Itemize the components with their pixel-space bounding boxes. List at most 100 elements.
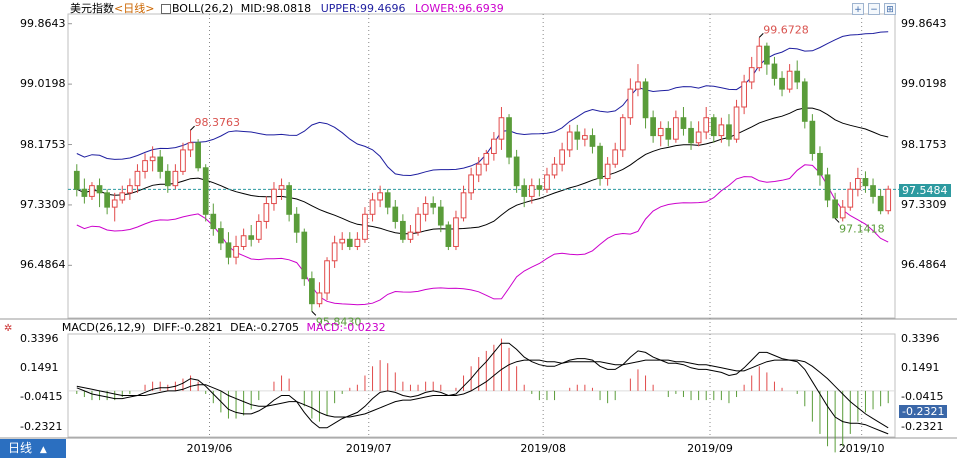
macd-y-tick: 0.3396 (901, 331, 940, 345)
candle-body (794, 70, 801, 83)
candle-body (483, 152, 490, 165)
candle-body (73, 170, 80, 190)
price-y-tick: 99.0198 (20, 77, 66, 91)
candle-body (764, 45, 770, 65)
candle-body (779, 77, 785, 90)
candle-body (695, 131, 702, 144)
candle-body (733, 106, 740, 140)
period-button-label: 日线 (8, 441, 33, 455)
annotation-pointer (311, 310, 317, 316)
candle-body (149, 156, 156, 162)
candle-body (415, 213, 421, 233)
candle-body (855, 178, 861, 190)
boll-lower-line (76, 164, 889, 306)
candle-body (839, 206, 846, 219)
period-selector-button[interactable]: 日线 ▲ (0, 439, 66, 458)
candle-body (437, 206, 444, 226)
zoom-out-icon[interactable]: − (868, 3, 880, 15)
price-y-tick: 99.8643 (20, 16, 66, 30)
candle-body (566, 131, 573, 151)
macd-settings-icon[interactable]: ✲ (4, 323, 13, 334)
candle-body (528, 185, 535, 197)
candle-body (574, 131, 581, 140)
candle-body (225, 242, 232, 258)
candle-body (331, 242, 338, 262)
macd-y-tick: -0.2321 (20, 419, 63, 433)
candle-body (703, 117, 710, 133)
candle-body (210, 213, 217, 230)
candle-body (134, 170, 141, 187)
candle-body (612, 149, 619, 165)
grid-layer: 2019/06 2019/07 2019/08 2019/09 2019/10 (0, 13, 957, 455)
macd-diff: DIFF:-0.2821 (152, 321, 223, 334)
price-y-tick: 96.4864 (20, 258, 66, 272)
price-y-tick: 99.8643 (901, 16, 947, 30)
candle-body (142, 160, 148, 172)
candle-body (748, 67, 755, 83)
chart-title: 美元指数 (70, 2, 114, 15)
settings-icon[interactable]: ⊞ (884, 3, 896, 15)
candle-body (771, 63, 778, 79)
candle-body (824, 174, 831, 201)
annotation-layer: 98.3763 95.8430 99.6728 97.1418 (190, 23, 885, 328)
boll-mid-line (76, 107, 889, 235)
candle-body (96, 185, 103, 194)
candle-body (111, 199, 118, 208)
candles-layer (73, 37, 892, 312)
candle-body (665, 127, 672, 140)
candle-body (339, 238, 346, 244)
candle-body (756, 45, 763, 69)
candle-body (354, 238, 361, 247)
candle-body (400, 220, 406, 240)
candle-body (384, 192, 391, 208)
annotation-pointer (758, 33, 764, 38)
price-y-tick: 97.3309 (20, 197, 66, 211)
candle-body (218, 228, 224, 244)
candle-body (726, 124, 732, 140)
candle-body (551, 163, 558, 176)
candle-body (604, 163, 611, 180)
candle-body (202, 167, 209, 215)
macd-last-box: -0.2321 (899, 405, 948, 418)
price-legend: 美元指数<日线> BOLL(26,2) MID:98.0818 UPPER:99… (70, 2, 504, 16)
candle-body (468, 174, 474, 194)
zoom-in-icon[interactable]: + (852, 3, 864, 15)
price-y-tick: 99.0198 (901, 77, 947, 91)
candle-body (817, 152, 823, 176)
macd-frame (67, 333, 896, 438)
macd-y-tick: -0.2321 (901, 419, 944, 433)
candle-body (81, 188, 88, 197)
candle-body (832, 199, 838, 219)
candle-body (627, 88, 634, 119)
annotation-low2: 97.1418 (839, 222, 885, 235)
candle-body (521, 185, 528, 197)
macd-y-tick: 0.1491 (20, 360, 59, 374)
candle-body (172, 170, 179, 187)
annotation-high2: 99.6728 (763, 23, 809, 36)
candle-body (453, 217, 459, 247)
candle-body (619, 117, 626, 151)
annotation-pointer (834, 218, 840, 223)
candle-body (392, 206, 399, 222)
x-tick-label: 2019/10 (839, 442, 885, 455)
candle-body (513, 156, 520, 187)
candle-body (119, 192, 126, 201)
candle-body (362, 213, 368, 240)
annotation-low1: 95.8430 (316, 315, 362, 328)
candle-body (536, 185, 543, 190)
candle-body (688, 127, 694, 144)
candle-body (498, 117, 505, 140)
macd-name: MACD(26,12,9) (61, 321, 146, 334)
candle-body (559, 149, 565, 165)
candle-body (710, 117, 717, 137)
annotation-high1: 98.3763 (195, 116, 241, 129)
period-label: <日线> (114, 2, 155, 15)
candle-body (657, 127, 664, 137)
candle-body (786, 70, 793, 90)
candle-body (104, 192, 110, 208)
candle-body (809, 120, 816, 154)
candle-body (248, 235, 255, 240)
last-price-box: 97.5484 (899, 184, 951, 197)
